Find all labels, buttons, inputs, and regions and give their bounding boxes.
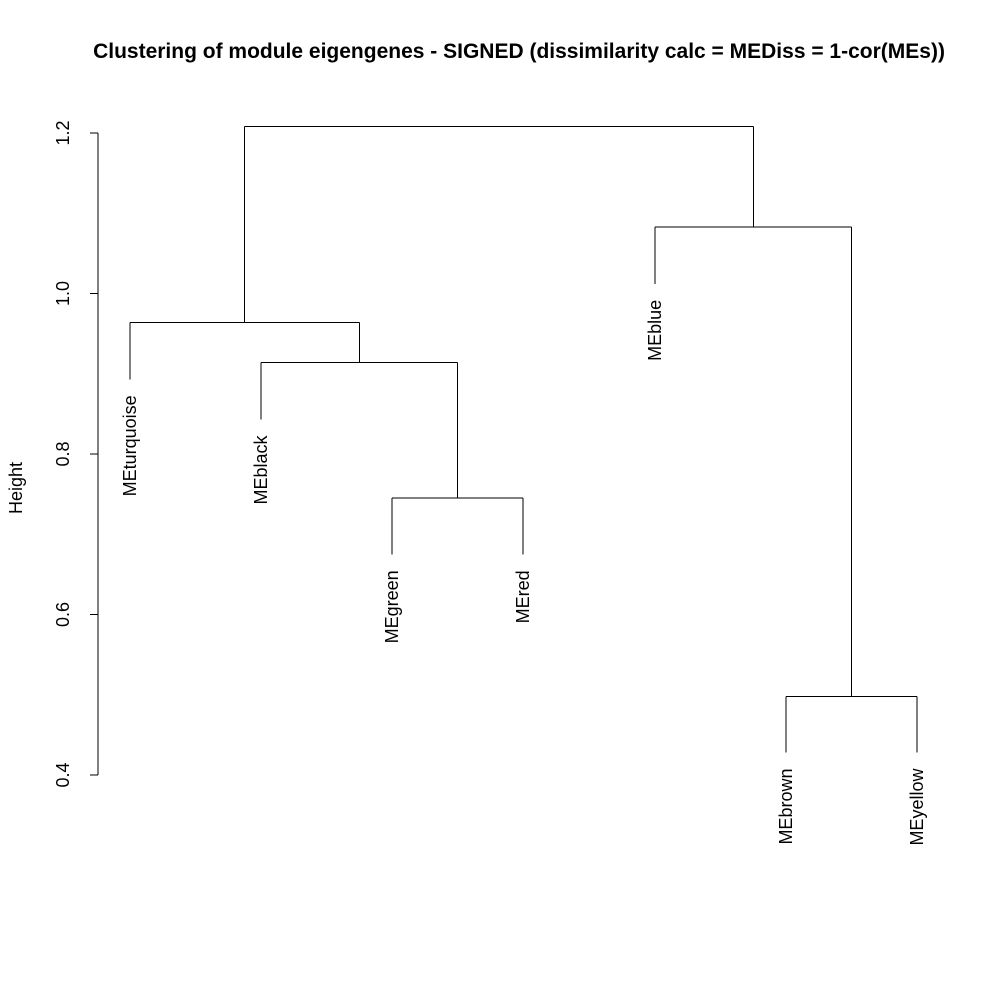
chart-title: Clustering of module eigengenes - SIGNED… <box>93 40 945 63</box>
leaf-label: MEblack <box>251 435 271 505</box>
y-tick-label: 1.2 <box>53 120 73 145</box>
y-axis: 0.4 0.6 0.8 1.0 1.2 <box>53 120 99 788</box>
y-tick-label: 0.4 <box>53 762 73 787</box>
y-axis-label: Height <box>6 462 26 514</box>
leaf-label: MEyellow <box>907 768 927 846</box>
leaf-labels: MEturquoise MEblack MEgreen MEred MEblue MEbr… <box>120 300 927 846</box>
leaf-label: MEturquoise <box>120 395 140 496</box>
leaf-label: MEbrown <box>776 769 796 845</box>
leaf-label: MEgreen <box>382 570 402 643</box>
y-tick-label: 1.0 <box>53 281 73 306</box>
leaf-label: MEred <box>513 570 533 623</box>
leaf-label: MEblue <box>645 300 665 361</box>
y-tick-label: 0.8 <box>53 441 73 466</box>
dendrogram-tree <box>129 126 918 753</box>
y-tick-label: 0.6 <box>53 602 73 627</box>
